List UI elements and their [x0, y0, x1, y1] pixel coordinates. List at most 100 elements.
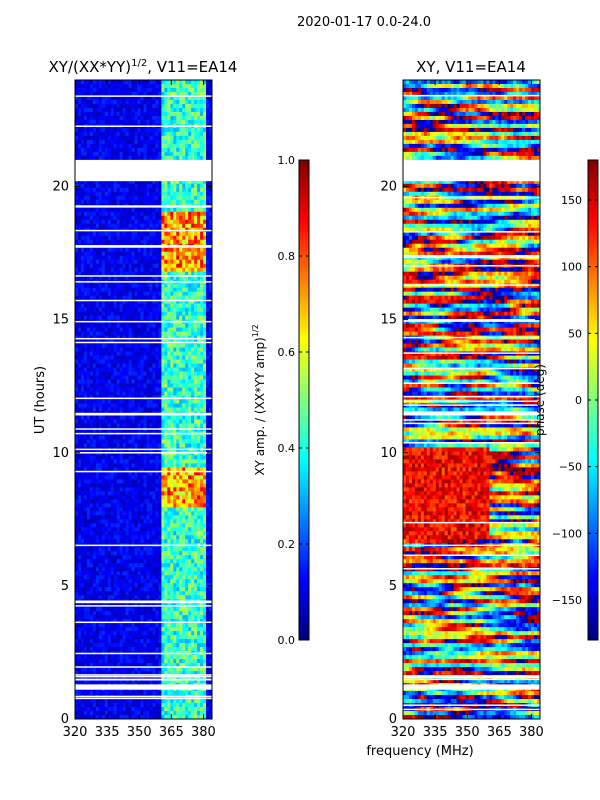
heatmap-cell	[146, 207, 150, 213]
heatmap-cell	[191, 467, 195, 472]
heatmap-cell	[191, 451, 195, 456]
heatmap-cell	[167, 223, 171, 229]
heatmap-cell	[101, 327, 106, 332]
heatmap-cell	[116, 235, 121, 241]
heatmap-cell	[86, 155, 91, 161]
heatmap-cell	[161, 259, 165, 265]
heatmap-cell	[125, 215, 130, 221]
heatmap-cell	[185, 115, 189, 121]
heatmap-cell	[203, 415, 207, 420]
heatmap-cell	[176, 275, 180, 281]
heatmap-cell	[113, 115, 118, 121]
heatmap-cell	[113, 443, 118, 448]
heatmap-cell	[101, 135, 106, 141]
heatmap-cell	[149, 503, 153, 508]
heatmap-cell	[155, 507, 159, 512]
heatmap-cell	[143, 263, 147, 269]
heatmap-cell	[137, 503, 141, 508]
heatmap-cell	[206, 143, 210, 149]
heatmap-cell	[92, 135, 97, 141]
heatmap-cell	[155, 191, 159, 197]
heatmap-cell	[149, 115, 153, 121]
heatmap-cell	[167, 347, 171, 352]
heatmap-cell	[200, 423, 204, 428]
heatmap-cell	[83, 103, 88, 109]
heatmap-cell	[134, 495, 138, 500]
heatmap-cell	[182, 275, 186, 281]
heatmap-cell	[110, 283, 115, 289]
heatmap-cell	[131, 271, 135, 277]
heatmap-cell	[206, 331, 210, 336]
heatmap-cell	[152, 331, 156, 336]
heatmap-cell	[107, 87, 112, 93]
heatmap-cell	[86, 271, 91, 277]
heatmap-cell	[98, 359, 103, 364]
heatmap-cell	[80, 187, 85, 193]
heatmap-cell	[137, 111, 141, 117]
heatmap-cell	[134, 235, 138, 241]
heatmap-cell	[75, 299, 79, 305]
heatmap-cell	[86, 459, 91, 464]
heatmap-cell	[98, 327, 103, 332]
heatmap-cell	[209, 359, 212, 364]
heatmap-cell	[188, 475, 192, 480]
heatmap-cell	[140, 247, 144, 253]
heatmap-cell	[149, 403, 153, 408]
heatmap-cell	[83, 295, 88, 301]
heatmap-cell	[89, 99, 94, 105]
heatmap-cell	[125, 463, 130, 468]
heatmap-cell	[200, 335, 204, 340]
heatmap-cell	[158, 415, 162, 420]
heatmap-cell	[173, 287, 177, 293]
heatmap-cell	[122, 387, 127, 392]
heatmap-cell	[155, 351, 159, 356]
heatmap-cell	[131, 131, 135, 137]
heatmap-cell	[140, 407, 144, 412]
heatmap-cell	[170, 119, 174, 125]
heatmap-cell	[179, 439, 183, 444]
heatmap-cell	[89, 187, 94, 193]
heatmap-cell	[119, 299, 124, 305]
heatmap-cell	[176, 103, 180, 109]
heatmap-cell	[101, 459, 106, 464]
heatmap-cell	[152, 259, 156, 265]
heatmap-cell	[143, 367, 147, 372]
heatmap-cell	[158, 87, 162, 93]
heatmap-cell	[188, 483, 192, 488]
heatmap-cell	[125, 459, 130, 464]
heatmap-cell	[200, 187, 204, 193]
heatmap-cell	[164, 187, 168, 193]
heatmap-cell	[95, 399, 100, 404]
heatmap-cell	[77, 275, 82, 281]
heatmap-cell	[131, 255, 135, 261]
heatmap-cell	[158, 107, 162, 113]
heatmap-cell	[134, 95, 138, 101]
heatmap-cell	[161, 91, 165, 97]
heatmap-cell	[185, 355, 189, 360]
heatmap-cell	[131, 127, 135, 133]
heatmap-cell	[75, 219, 79, 225]
heatmap-cell	[119, 507, 124, 512]
heatmap-cell	[122, 323, 127, 329]
heatmap-cell	[194, 419, 198, 424]
heatmap-cell	[170, 83, 174, 89]
heatmap-cell	[164, 139, 168, 145]
heatmap-cell	[75, 323, 79, 329]
heatmap-cell	[89, 299, 94, 305]
heatmap-cell	[170, 359, 174, 364]
heatmap-cell	[209, 287, 212, 293]
heatmap-cell	[209, 151, 212, 157]
heatmap-cell	[134, 231, 138, 237]
heatmap-cell	[86, 299, 91, 305]
heatmap-cell	[137, 387, 141, 392]
heatmap-cell	[161, 403, 165, 408]
heatmap-cell	[143, 467, 147, 472]
heatmap-cell	[170, 371, 174, 376]
heatmap-cell	[206, 127, 210, 133]
heatmap-cell	[176, 247, 180, 253]
heatmap-cell	[194, 315, 198, 321]
heatmap-cell	[185, 135, 189, 141]
heatmap-cell	[110, 127, 115, 133]
heatmap-cell	[188, 271, 192, 277]
heatmap-cell	[185, 479, 189, 484]
